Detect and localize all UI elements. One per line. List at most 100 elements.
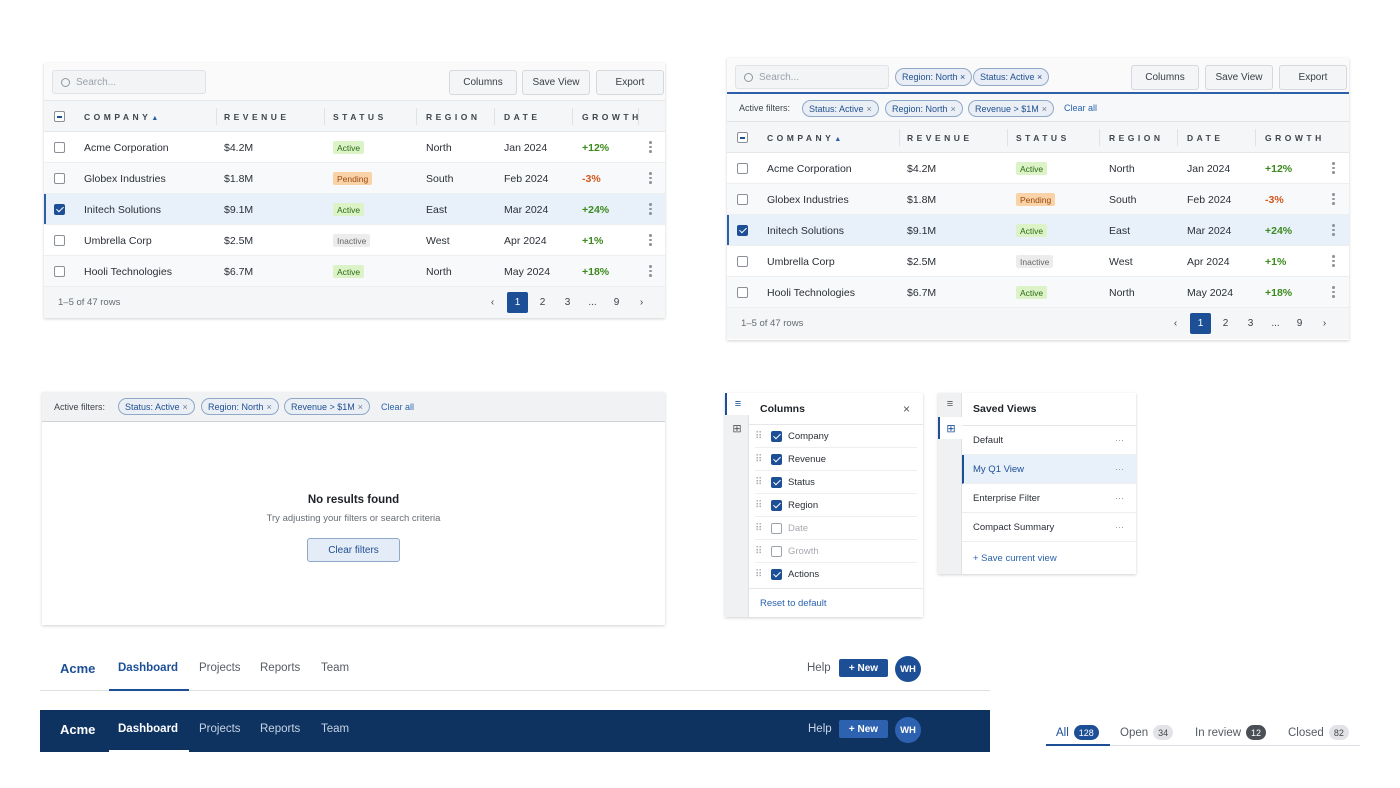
save-view-button[interactable]: Save View	[1205, 65, 1273, 90]
saved-view-default[interactable]: Default ···	[962, 426, 1136, 455]
row-checkbox[interactable]	[54, 235, 65, 246]
clear-filters-button[interactable]: Clear filters	[307, 538, 400, 562]
row-menu-icon[interactable]	[649, 265, 652, 278]
clear-all-link[interactable]: Clear all	[1064, 103, 1098, 113]
header-region[interactable]: REGION	[426, 112, 481, 122]
column-option-status[interactable]: ⠿ Status	[755, 471, 917, 494]
row-checkbox[interactable]	[737, 194, 748, 205]
header-growth[interactable]: GROWTH	[582, 112, 642, 122]
row-menu-icon[interactable]	[1332, 255, 1335, 268]
nav-dashboard[interactable]: Dashboard	[118, 723, 179, 735]
nav-projects[interactable]: Projects	[199, 723, 241, 735]
header-revenue[interactable]: REVENUE	[907, 133, 973, 143]
column-checkbox[interactable]	[771, 453, 782, 465]
column-checkbox[interactable]	[771, 522, 782, 534]
table-row[interactable]: Globex Industries $1.8M Pending South Fe…	[44, 163, 665, 194]
filter-chip-status[interactable]: Status: Active ×	[118, 398, 195, 415]
table-row[interactable]: Initech Solutions $9.1M Active East Mar …	[44, 194, 665, 225]
toolbar-filter-chip[interactable]: Status: Active ×	[973, 68, 1050, 86]
header-status[interactable]: STATUS	[1016, 133, 1070, 143]
pagination-page-1[interactable]: 1	[507, 292, 528, 313]
row-checkbox[interactable]	[737, 225, 748, 236]
reset-to-default-link[interactable]: Reset to default	[760, 598, 827, 609]
tab-in-review[interactable]: In review 12	[1195, 725, 1267, 740]
column-option-revenue[interactable]: ⠿ Revenue	[755, 448, 917, 471]
table-row[interactable]: Acme Corporation $4.2M Active North Jan …	[727, 153, 1349, 184]
drag-handle-icon[interactable]: ⠿	[755, 453, 762, 465]
row-menu-icon[interactable]	[1332, 193, 1335, 206]
filter-chip-region[interactable]: Region: North ×	[885, 100, 963, 117]
column-checkbox[interactable]	[771, 499, 782, 511]
remove-icon[interactable]: ×	[182, 401, 188, 412]
column-option-date[interactable]: ⠿ Date	[755, 517, 917, 540]
help-link[interactable]: Help	[808, 723, 832, 735]
tab-closed[interactable]: Closed 82	[1288, 725, 1349, 740]
nav-projects[interactable]: Projects	[199, 662, 241, 674]
clear-all-link[interactable]: Clear all	[381, 402, 415, 412]
brand-logo[interactable]: Acme	[60, 661, 96, 676]
column-checkbox[interactable]	[771, 476, 782, 488]
pagination-prev[interactable]: ‹	[1173, 318, 1178, 329]
more-icon[interactable]: ···	[1115, 464, 1124, 474]
toolbar-filter-chip[interactable]: Region: North ×	[895, 68, 973, 86]
drag-handle-icon[interactable]: ⠿	[755, 569, 762, 580]
columns-button[interactable]: Columns	[449, 70, 517, 95]
row-menu-icon[interactable]	[649, 203, 652, 216]
more-icon[interactable]: ···	[1115, 522, 1124, 532]
row-menu-icon[interactable]	[649, 234, 652, 247]
column-option-actions[interactable]: ⠿ Actions	[755, 569, 820, 580]
row-menu-icon[interactable]	[1332, 224, 1335, 237]
pagination-page-2[interactable]: 2	[539, 297, 546, 308]
remove-icon[interactable]: ×	[950, 103, 956, 114]
table-row[interactable]: Umbrella Corp $2.5M Inactive West Apr 20…	[44, 225, 665, 256]
pagination-page-2[interactable]: 2	[1222, 318, 1229, 329]
column-checkbox[interactable]	[771, 569, 782, 580]
list-icon[interactable]: ≡	[946, 398, 954, 410]
pagination-page-9[interactable]: 9	[1296, 318, 1303, 329]
header-revenue[interactable]: REVENUE	[224, 112, 290, 122]
header-growth[interactable]: GROWTH	[1265, 133, 1325, 143]
remove-icon[interactable]: ×	[357, 401, 364, 412]
row-checkbox[interactable]	[54, 173, 65, 184]
remove-icon[interactable]: ×	[1041, 103, 1048, 114]
header-company[interactable]: COMPANY▲	[767, 133, 842, 143]
brand-logo[interactable]: Acme	[60, 722, 96, 737]
list-icon[interactable]: ≡	[725, 393, 749, 415]
row-checkbox[interactable]	[737, 287, 748, 298]
row-checkbox[interactable]	[54, 204, 65, 215]
table-row[interactable]: Initech Solutions $9.1M Active East Mar …	[727, 215, 1349, 246]
saved-view-compact[interactable]: Compact Summary ···	[962, 513, 1136, 542]
save-current-view-link[interactable]: + Save current view	[973, 553, 1057, 564]
column-option-region[interactable]: ⠿ Region	[755, 494, 917, 517]
nav-reports[interactable]: Reports	[260, 723, 301, 735]
pagination-next[interactable]: ›	[639, 297, 644, 308]
export-button[interactable]: Export	[596, 70, 664, 95]
avatar[interactable]: WH	[895, 717, 921, 743]
nav-team[interactable]: Team	[321, 723, 350, 735]
filter-chip-status[interactable]: Status: Active ×	[802, 100, 879, 117]
pagination-prev[interactable]: ‹	[490, 297, 495, 308]
remove-icon[interactable]: ×	[866, 103, 872, 114]
export-button[interactable]: Export	[1279, 65, 1347, 90]
row-checkbox[interactable]	[737, 256, 748, 267]
pagination-next[interactable]: ›	[1322, 318, 1327, 329]
drag-handle-icon[interactable]: ⠿	[755, 522, 762, 534]
tab-open[interactable]: Open 34	[1120, 725, 1174, 740]
row-menu-icon[interactable]	[649, 172, 652, 185]
table-row[interactable]: Hooli Technologies $6.7M Active North Ma…	[44, 256, 665, 287]
new-button[interactable]: + New	[839, 659, 888, 677]
row-checkbox[interactable]	[54, 266, 65, 277]
remove-icon[interactable]: ×	[266, 401, 272, 412]
drag-handle-icon[interactable]: ⠿	[755, 430, 762, 442]
column-option-growth[interactable]: ⠿ Growth	[755, 540, 917, 563]
column-option-company[interactable]: ⠿ Company	[755, 425, 917, 448]
row-checkbox[interactable]	[737, 163, 748, 174]
drag-handle-icon[interactable]: ⠿	[755, 499, 762, 511]
pagination-page-3[interactable]: 3	[564, 297, 571, 308]
table-row[interactable]: Hooli Technologies $6.7M Active North Ma…	[727, 277, 1349, 308]
pagination-page-1[interactable]: 1	[1190, 313, 1211, 334]
select-all-checkbox[interactable]	[54, 111, 65, 122]
pagination-page-3[interactable]: 3	[1247, 318, 1254, 329]
header-status[interactable]: STATUS	[333, 112, 387, 122]
header-region[interactable]: REGION	[1109, 133, 1164, 143]
